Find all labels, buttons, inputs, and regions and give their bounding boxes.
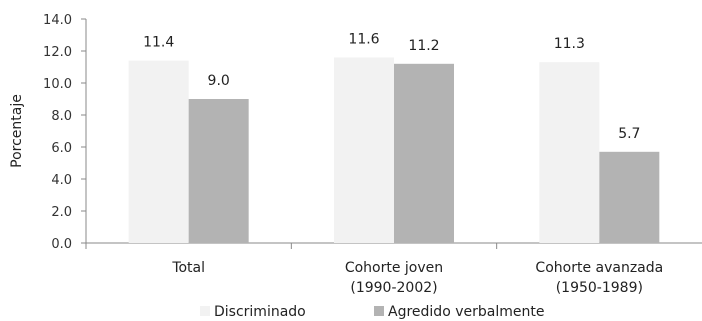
bar-agredido-verbalmente (188, 99, 249, 243)
data-label: 11.3 (554, 36, 585, 52)
y-tick-label: 8.0 (51, 109, 72, 124)
y-axis-label: Porcentaje (9, 94, 25, 168)
x-category-label: Cohorte avanzada (535, 260, 663, 276)
bar-discriminado (128, 60, 189, 243)
data-label: 5.7 (618, 126, 640, 142)
x-category-label: (1990-2002) (350, 280, 437, 296)
legend-label: Discriminado (214, 304, 306, 320)
y-tick-label: 4.0 (51, 173, 72, 188)
bar-agredido-verbalmente (599, 151, 660, 243)
bar-agredido-verbalmente (394, 63, 454, 243)
x-category-label: Cohorte joven (345, 260, 443, 276)
legend-swatch (374, 306, 384, 316)
data-label: 9.0 (208, 73, 230, 89)
bar-discriminado (539, 62, 600, 244)
y-tick-label: 10.0 (43, 77, 72, 92)
data-label: 11.6 (348, 31, 379, 47)
x-category-label: Total (171, 260, 205, 276)
y-tick-label: 6.0 (51, 141, 72, 156)
y-tick-label: 12.0 (43, 45, 72, 60)
legend: Discriminado Agredido verbalmente (200, 304, 544, 320)
y-axis: 0.0 2.0 4.0 6.0 8.0 10.0 12.0 14.0 (43, 13, 87, 252)
bars (128, 57, 660, 244)
data-labels: 11.4 9.0 11.6 11.2 11.3 5.7 (143, 31, 640, 141)
x-category-label: (1950-1989) (556, 280, 643, 296)
y-tick-label: 2.0 (51, 205, 72, 220)
legend-label: Agredido verbalmente (388, 304, 544, 320)
x-axis (85, 242, 702, 249)
data-label: 11.4 (143, 35, 174, 51)
y-tick-label: 0.0 (51, 237, 72, 252)
legend-swatch (200, 306, 210, 316)
data-label: 11.2 (408, 38, 439, 54)
bar-discriminado (334, 57, 394, 244)
y-tick-label: 14.0 (43, 13, 72, 28)
category-labels: Total Cohorte joven (1990-2002) Cohorte ava… (171, 260, 663, 296)
